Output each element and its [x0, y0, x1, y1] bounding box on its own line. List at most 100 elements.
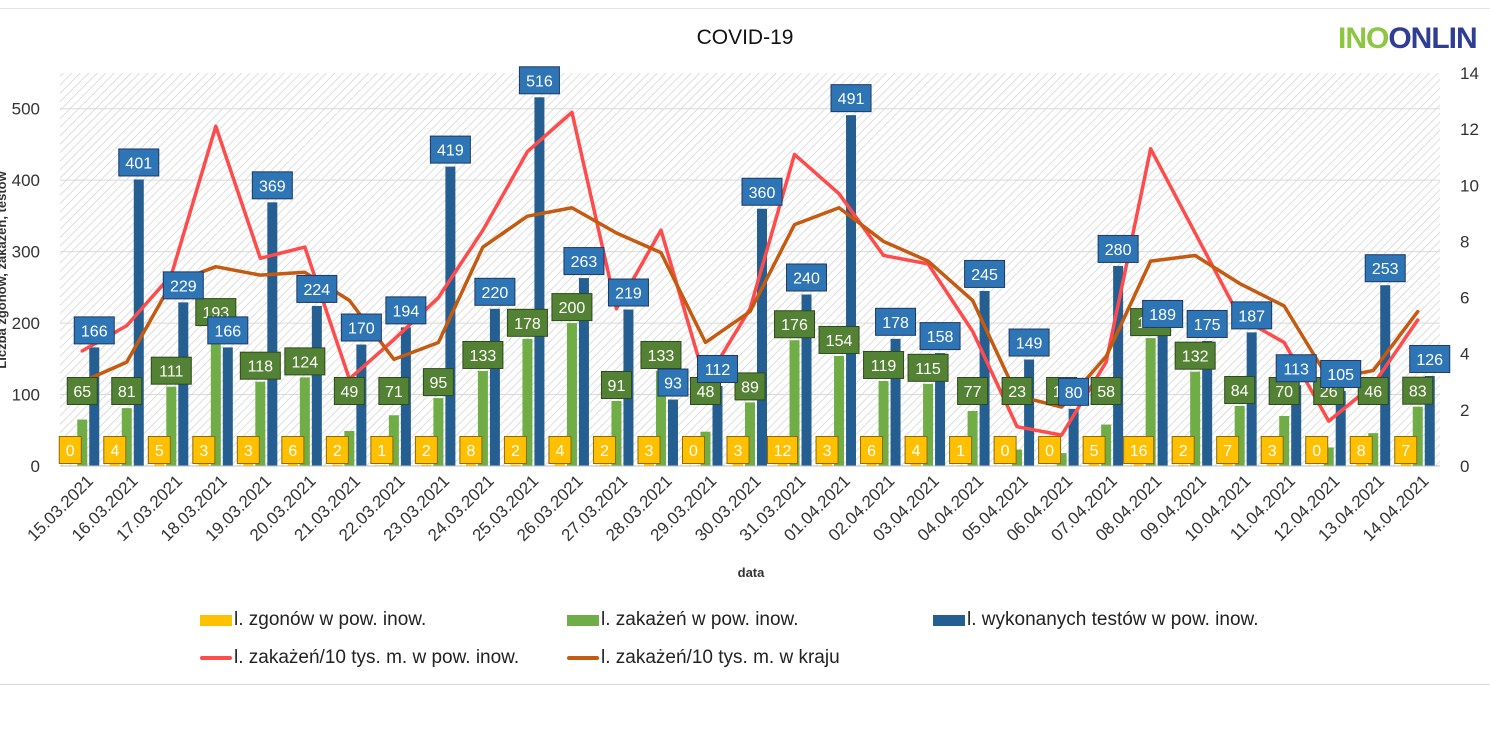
y2-tick-label: 12 [1460, 120, 1479, 139]
data-label: 26 [1320, 384, 1338, 401]
data-label-box [548, 436, 572, 464]
y-tick-label: 100 [12, 386, 40, 405]
y2-tick-label: 2 [1460, 401, 1469, 420]
data-label-box [66, 377, 98, 405]
bar [578, 278, 589, 466]
bar [388, 415, 399, 466]
data-label: 194 [393, 303, 420, 320]
bar [1178, 464, 1189, 466]
data-label: 0 [1312, 443, 1321, 460]
data-label: 516 [526, 73, 553, 90]
bar [1424, 375, 1435, 466]
data-label: 119 [871, 358, 897, 375]
data-label: 4 [555, 443, 564, 460]
data-label-box [860, 436, 884, 464]
data-label: 80 [1065, 385, 1083, 402]
data-label-box [506, 308, 548, 337]
data-label: 46 [1364, 384, 1382, 401]
data-label: 105 [1327, 367, 1354, 384]
bar [534, 97, 545, 466]
data-label: 49 [340, 384, 358, 401]
data-label-box [904, 436, 928, 464]
data-label-box [1082, 436, 1106, 464]
bar [522, 338, 533, 466]
bar [554, 463, 565, 466]
data-label: 83 [1409, 384, 1427, 401]
bar [935, 353, 946, 466]
data-label-box [429, 135, 471, 164]
bar [611, 400, 622, 466]
data-label-box [1305, 436, 1329, 464]
data-label: 7 [1401, 443, 1410, 460]
data-label-box [474, 277, 516, 306]
series-line [80, 205, 1420, 409]
data-label: 93 [664, 376, 682, 393]
data-label-box [296, 274, 338, 303]
data-label-box [592, 436, 616, 464]
data-label: 219 [615, 286, 642, 303]
bar [655, 370, 666, 466]
data-label-box [1224, 375, 1256, 404]
data-label-box [726, 436, 750, 464]
data-label-box [284, 347, 326, 376]
bar [1335, 390, 1346, 466]
data-label-box [462, 340, 504, 369]
bar [712, 385, 723, 466]
data-label-box [1349, 436, 1373, 464]
bar [489, 308, 500, 466]
y-tick-label: 500 [12, 100, 40, 119]
logo-part2: ONLIN [1388, 22, 1477, 55]
bar [222, 347, 233, 466]
data-label-box [414, 436, 438, 464]
bar [77, 419, 88, 466]
data-label-box [239, 351, 281, 380]
y2-tick-label: 10 [1460, 176, 1479, 195]
y2-tick-label: 8 [1460, 232, 1469, 251]
data-label: 3 [244, 443, 253, 460]
data-label-box [949, 436, 973, 464]
bar [745, 402, 755, 466]
data-label-box [518, 66, 560, 95]
data-label: 84 [1231, 383, 1249, 400]
chart-title: COVID-19 [696, 26, 794, 49]
data-label: 4 [110, 443, 119, 460]
data-label-box [600, 370, 632, 399]
bar [332, 464, 343, 466]
data-label: 419 [437, 143, 464, 160]
data-label: 118 [248, 359, 274, 376]
data-label-box [681, 436, 705, 464]
y2-tick-label: 0 [1460, 457, 1469, 476]
bar [299, 377, 310, 466]
data-label: 7 [1223, 443, 1232, 460]
data-label: 263 [571, 254, 598, 271]
data-label: 132 [1182, 349, 1209, 366]
y2-tick-label: 14 [1460, 64, 1479, 83]
data-label: 401 [125, 155, 152, 172]
data-label-box [103, 436, 127, 464]
data-label-box [1038, 436, 1062, 464]
data-label: 3 [645, 443, 654, 460]
lines-group [80, 110, 1420, 437]
data-label-box [818, 325, 860, 354]
data-label: 176 [781, 317, 808, 334]
bar [890, 338, 901, 466]
bar [1145, 338, 1156, 466]
legend-swatch-deaths [200, 614, 232, 626]
bar [1190, 371, 1201, 466]
data-label: 166 [81, 323, 108, 340]
data-label-box [964, 259, 1006, 288]
y2-tick-label: 6 [1460, 289, 1469, 308]
bar [566, 323, 577, 466]
data-label: 170 [348, 321, 375, 338]
bar [599, 464, 610, 466]
data-label: 16 [1130, 443, 1148, 460]
data-label: 70 [1275, 384, 1293, 401]
y-tick-label: 400 [12, 171, 40, 190]
data-label-box [734, 372, 766, 401]
data-label-box [150, 356, 192, 385]
data-label: 65 [73, 384, 91, 401]
bar [667, 399, 678, 466]
bar [198, 463, 209, 466]
bar [923, 383, 934, 466]
bottom-divider [0, 684, 1490, 685]
